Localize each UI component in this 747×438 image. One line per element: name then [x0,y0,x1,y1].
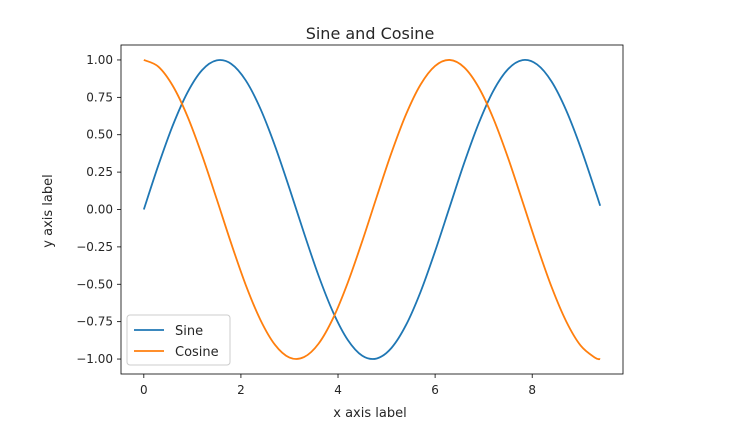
x-tick-label: 2 [237,383,245,397]
legend-box [126,314,231,366]
series-line-sine [142,59,602,360]
y-tick-label: −0.50 [76,277,113,291]
x-axis-label: x axis label [333,406,406,421]
y-tick-label: −1.00 [76,352,113,366]
y-tick-label: 0.00 [86,203,113,217]
plot-frame [120,44,624,375]
y-tick-label: 1.00 [86,53,113,67]
legend-label-sine: Sine [175,324,203,339]
legend: Sine Cosine [126,314,231,366]
y-tick-label: 0.25 [86,165,113,179]
y-axis: 1.00 0.75 0.50 0.25 0.00 −0.25 −0.50 −0.75 −1.00 [76,53,121,366]
series-group [142,59,602,361]
x-tick-label: 6 [431,383,439,397]
x-tick-label: 0 [140,383,148,397]
legend-label-cosine: Cosine [175,345,219,360]
x-tick-label: 4 [334,383,342,397]
y-tick-label: 0.50 [86,128,113,142]
series-line-cosine [143,59,601,361]
x-axis: 0 2 4 6 8 [140,374,536,397]
y-tick-label: 0.75 [86,90,113,104]
chart-title: Sine and Cosine [306,24,435,43]
y-tick-label: −0.75 [76,315,113,329]
y-axis-label: y axis label [41,174,56,247]
x-tick-label: 8 [528,383,536,397]
y-tick-label: −0.25 [76,240,113,254]
